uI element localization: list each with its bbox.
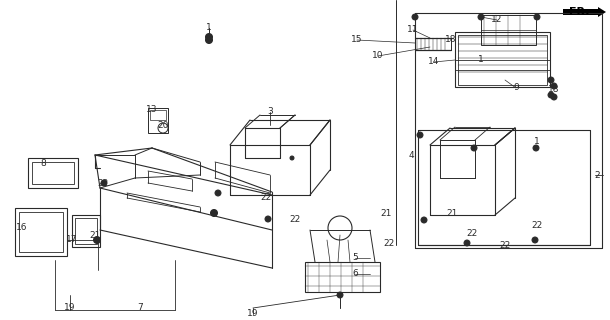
Bar [305, 262, 380, 292]
Circle shape [337, 292, 343, 298]
Circle shape [215, 190, 221, 196]
Text: 16: 16 [16, 223, 27, 233]
Text: 3: 3 [267, 108, 273, 116]
Circle shape [206, 34, 212, 41]
Circle shape [551, 94, 557, 100]
Text: 13: 13 [146, 106, 158, 115]
Bar [75, 218, 97, 244]
FancyArrow shape [563, 7, 606, 17]
Text: 21: 21 [380, 209, 392, 218]
Bar [455, 32, 550, 87]
Text: 1: 1 [534, 138, 540, 147]
Circle shape [551, 83, 557, 89]
Circle shape [534, 14, 540, 20]
Text: 18: 18 [548, 85, 560, 94]
Text: 14: 14 [428, 58, 440, 67]
Text: 8: 8 [40, 158, 46, 167]
Text: 19: 19 [64, 302, 76, 311]
Bar [32, 162, 74, 184]
Text: 5: 5 [352, 253, 358, 262]
Text: 22: 22 [260, 194, 271, 203]
Text: 4: 4 [408, 150, 414, 159]
Text: 20: 20 [157, 121, 169, 130]
Circle shape [421, 217, 427, 223]
Bar [148, 108, 168, 133]
Circle shape [265, 216, 271, 222]
Circle shape [471, 145, 477, 151]
Circle shape [101, 180, 107, 186]
Text: 9: 9 [513, 84, 519, 92]
Bar [72, 215, 100, 247]
Circle shape [417, 132, 423, 138]
Bar [15, 208, 67, 256]
Text: 22: 22 [289, 215, 301, 225]
Circle shape [478, 14, 484, 20]
Text: FR.: FR. [569, 7, 589, 17]
Text: 6: 6 [352, 269, 358, 278]
Circle shape [464, 240, 470, 246]
Circle shape [532, 237, 538, 243]
Bar [481, 15, 536, 45]
Text: 22: 22 [500, 241, 511, 250]
Text: 11: 11 [407, 26, 418, 35]
Text: 15: 15 [351, 36, 363, 44]
Bar [19, 212, 63, 252]
Circle shape [93, 236, 101, 244]
Circle shape [210, 210, 218, 217]
Text: 19: 19 [247, 309, 259, 318]
Bar [28, 158, 78, 188]
Text: 22: 22 [383, 238, 395, 247]
Text: 22: 22 [467, 228, 478, 237]
Circle shape [533, 145, 539, 151]
Text: 18: 18 [445, 36, 457, 44]
Circle shape [206, 36, 212, 44]
Bar [150, 110, 166, 120]
Text: 21: 21 [89, 230, 101, 239]
Circle shape [412, 14, 418, 20]
Text: 7: 7 [137, 303, 143, 313]
Circle shape [290, 156, 294, 160]
Text: 1: 1 [478, 55, 484, 65]
Text: 2: 2 [594, 171, 600, 180]
Text: 22: 22 [98, 179, 109, 188]
Text: 1: 1 [206, 23, 212, 33]
Text: 10: 10 [372, 52, 384, 60]
Text: 21: 21 [447, 209, 458, 218]
Text: 22: 22 [531, 220, 543, 229]
Bar [458, 35, 547, 85]
Text: 17: 17 [66, 236, 77, 244]
Circle shape [548, 92, 554, 98]
Circle shape [548, 77, 554, 83]
Text: 12: 12 [491, 15, 503, 25]
